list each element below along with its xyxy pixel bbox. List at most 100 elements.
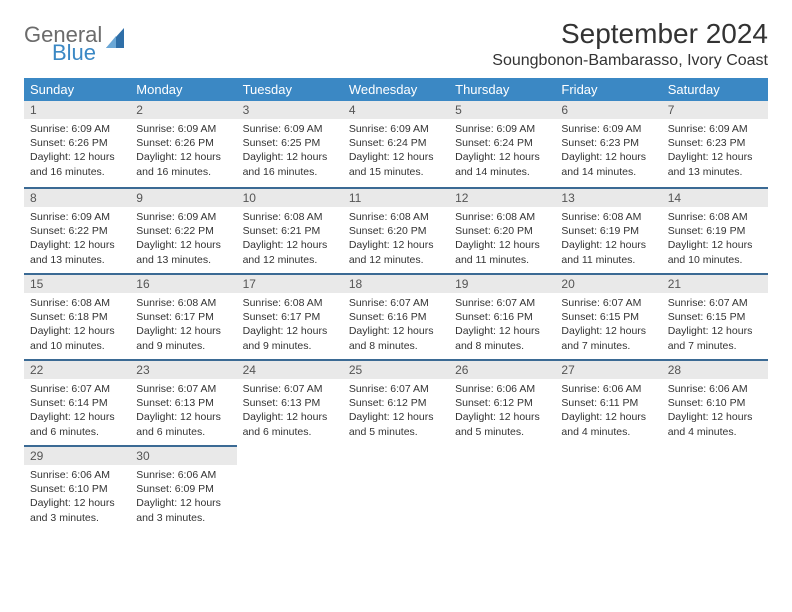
calendar-day-cell: 26Sunrise: 6:06 AMSunset: 6:12 PMDayligh…	[449, 359, 555, 445]
day-number: 25	[343, 359, 449, 379]
weekday-header: Friday	[555, 78, 661, 101]
calendar-day-cell: 12Sunrise: 6:08 AMSunset: 6:20 PMDayligh…	[449, 187, 555, 273]
calendar-day-cell	[555, 445, 661, 531]
day-number: 27	[555, 359, 661, 379]
calendar-table: SundayMondayTuesdayWednesdayThursdayFrid…	[24, 78, 768, 531]
calendar-day-cell: 20Sunrise: 6:07 AMSunset: 6:15 PMDayligh…	[555, 273, 661, 359]
calendar-day-cell	[343, 445, 449, 531]
calendar-day-cell: 10Sunrise: 6:08 AMSunset: 6:21 PMDayligh…	[237, 187, 343, 273]
calendar-day-cell: 4Sunrise: 6:09 AMSunset: 6:24 PMDaylight…	[343, 101, 449, 187]
day-number: 1	[24, 101, 130, 119]
day-number: 29	[24, 445, 130, 465]
day-details: Sunrise: 6:08 AMSunset: 6:20 PMDaylight:…	[449, 207, 555, 271]
calendar-day-cell: 14Sunrise: 6:08 AMSunset: 6:19 PMDayligh…	[662, 187, 768, 273]
day-number: 19	[449, 273, 555, 293]
day-details: Sunrise: 6:07 AMSunset: 6:15 PMDaylight:…	[555, 293, 661, 357]
location-label: Soungbonon-Bambarasso, Ivory Coast	[492, 52, 768, 70]
calendar-day-cell: 6Sunrise: 6:09 AMSunset: 6:23 PMDaylight…	[555, 101, 661, 187]
calendar-week-row: 8Sunrise: 6:09 AMSunset: 6:22 PMDaylight…	[24, 187, 768, 273]
title-block: September 2024 Soungbonon-Bambarasso, Iv…	[492, 18, 768, 70]
day-details: Sunrise: 6:07 AMSunset: 6:15 PMDaylight:…	[662, 293, 768, 357]
day-details: Sunrise: 6:07 AMSunset: 6:13 PMDaylight:…	[237, 379, 343, 443]
calendar-day-cell: 13Sunrise: 6:08 AMSunset: 6:19 PMDayligh…	[555, 187, 661, 273]
calendar-day-cell: 27Sunrise: 6:06 AMSunset: 6:11 PMDayligh…	[555, 359, 661, 445]
weekday-header: Sunday	[24, 78, 130, 101]
month-title: September 2024	[492, 18, 768, 50]
day-details: Sunrise: 6:09 AMSunset: 6:24 PMDaylight:…	[343, 119, 449, 183]
day-number: 18	[343, 273, 449, 293]
day-number: 28	[662, 359, 768, 379]
day-details: Sunrise: 6:07 AMSunset: 6:16 PMDaylight:…	[343, 293, 449, 357]
day-number: 15	[24, 273, 130, 293]
day-number: 24	[237, 359, 343, 379]
brand-logo: General Blue	[24, 18, 130, 64]
weekday-header-row: SundayMondayTuesdayWednesdayThursdayFrid…	[24, 78, 768, 101]
day-number: 7	[662, 101, 768, 119]
day-number: 11	[343, 187, 449, 207]
calendar-body: 1Sunrise: 6:09 AMSunset: 6:26 PMDaylight…	[24, 101, 768, 531]
day-number: 22	[24, 359, 130, 379]
weekday-header: Monday	[130, 78, 236, 101]
day-number: 5	[449, 101, 555, 119]
calendar-day-cell: 1Sunrise: 6:09 AMSunset: 6:26 PMDaylight…	[24, 101, 130, 187]
day-number: 12	[449, 187, 555, 207]
day-details: Sunrise: 6:08 AMSunset: 6:20 PMDaylight:…	[343, 207, 449, 271]
calendar-day-cell: 17Sunrise: 6:08 AMSunset: 6:17 PMDayligh…	[237, 273, 343, 359]
day-number: 20	[555, 273, 661, 293]
calendar-day-cell	[237, 445, 343, 531]
calendar-day-cell: 24Sunrise: 6:07 AMSunset: 6:13 PMDayligh…	[237, 359, 343, 445]
brand-word-2: Blue	[52, 42, 102, 64]
day-details: Sunrise: 6:08 AMSunset: 6:17 PMDaylight:…	[130, 293, 236, 357]
calendar-day-cell: 3Sunrise: 6:09 AMSunset: 6:25 PMDaylight…	[237, 101, 343, 187]
day-details: Sunrise: 6:06 AMSunset: 6:10 PMDaylight:…	[24, 465, 130, 529]
brand-sail-icon	[104, 24, 130, 54]
day-details: Sunrise: 6:09 AMSunset: 6:26 PMDaylight:…	[130, 119, 236, 183]
day-details: Sunrise: 6:08 AMSunset: 6:17 PMDaylight:…	[237, 293, 343, 357]
calendar-day-cell: 25Sunrise: 6:07 AMSunset: 6:12 PMDayligh…	[343, 359, 449, 445]
calendar-week-row: 15Sunrise: 6:08 AMSunset: 6:18 PMDayligh…	[24, 273, 768, 359]
page-header: General Blue September 2024 Soungbonon-B…	[24, 18, 768, 70]
calendar-day-cell: 22Sunrise: 6:07 AMSunset: 6:14 PMDayligh…	[24, 359, 130, 445]
day-details: Sunrise: 6:08 AMSunset: 6:21 PMDaylight:…	[237, 207, 343, 271]
day-details: Sunrise: 6:06 AMSunset: 6:12 PMDaylight:…	[449, 379, 555, 443]
day-details: Sunrise: 6:07 AMSunset: 6:13 PMDaylight:…	[130, 379, 236, 443]
calendar-day-cell: 9Sunrise: 6:09 AMSunset: 6:22 PMDaylight…	[130, 187, 236, 273]
calendar-day-cell: 8Sunrise: 6:09 AMSunset: 6:22 PMDaylight…	[24, 187, 130, 273]
day-number: 9	[130, 187, 236, 207]
day-details: Sunrise: 6:06 AMSunset: 6:09 PMDaylight:…	[130, 465, 236, 529]
day-number: 21	[662, 273, 768, 293]
day-number: 2	[130, 101, 236, 119]
calendar-day-cell: 11Sunrise: 6:08 AMSunset: 6:20 PMDayligh…	[343, 187, 449, 273]
day-details: Sunrise: 6:07 AMSunset: 6:14 PMDaylight:…	[24, 379, 130, 443]
calendar-day-cell	[662, 445, 768, 531]
calendar-day-cell: 18Sunrise: 6:07 AMSunset: 6:16 PMDayligh…	[343, 273, 449, 359]
calendar-day-cell: 29Sunrise: 6:06 AMSunset: 6:10 PMDayligh…	[24, 445, 130, 531]
calendar-day-cell: 21Sunrise: 6:07 AMSunset: 6:15 PMDayligh…	[662, 273, 768, 359]
day-number: 10	[237, 187, 343, 207]
day-details: Sunrise: 6:07 AMSunset: 6:12 PMDaylight:…	[343, 379, 449, 443]
calendar-day-cell	[449, 445, 555, 531]
day-details: Sunrise: 6:09 AMSunset: 6:23 PMDaylight:…	[555, 119, 661, 183]
calendar-day-cell: 7Sunrise: 6:09 AMSunset: 6:23 PMDaylight…	[662, 101, 768, 187]
day-number: 8	[24, 187, 130, 207]
calendar-week-row: 29Sunrise: 6:06 AMSunset: 6:10 PMDayligh…	[24, 445, 768, 531]
day-number: 23	[130, 359, 236, 379]
day-number: 26	[449, 359, 555, 379]
day-number: 30	[130, 445, 236, 465]
day-details: Sunrise: 6:09 AMSunset: 6:24 PMDaylight:…	[449, 119, 555, 183]
calendar-week-row: 22Sunrise: 6:07 AMSunset: 6:14 PMDayligh…	[24, 359, 768, 445]
calendar-day-cell: 5Sunrise: 6:09 AMSunset: 6:24 PMDaylight…	[449, 101, 555, 187]
calendar-day-cell: 30Sunrise: 6:06 AMSunset: 6:09 PMDayligh…	[130, 445, 236, 531]
calendar-day-cell: 28Sunrise: 6:06 AMSunset: 6:10 PMDayligh…	[662, 359, 768, 445]
day-number: 4	[343, 101, 449, 119]
day-details: Sunrise: 6:06 AMSunset: 6:10 PMDaylight:…	[662, 379, 768, 443]
day-number: 6	[555, 101, 661, 119]
day-details: Sunrise: 6:08 AMSunset: 6:19 PMDaylight:…	[555, 207, 661, 271]
day-details: Sunrise: 6:08 AMSunset: 6:18 PMDaylight:…	[24, 293, 130, 357]
weekday-header: Thursday	[449, 78, 555, 101]
day-details: Sunrise: 6:09 AMSunset: 6:22 PMDaylight:…	[24, 207, 130, 271]
day-details: Sunrise: 6:07 AMSunset: 6:16 PMDaylight:…	[449, 293, 555, 357]
day-number: 14	[662, 187, 768, 207]
calendar-week-row: 1Sunrise: 6:09 AMSunset: 6:26 PMDaylight…	[24, 101, 768, 187]
day-details: Sunrise: 6:08 AMSunset: 6:19 PMDaylight:…	[662, 207, 768, 271]
